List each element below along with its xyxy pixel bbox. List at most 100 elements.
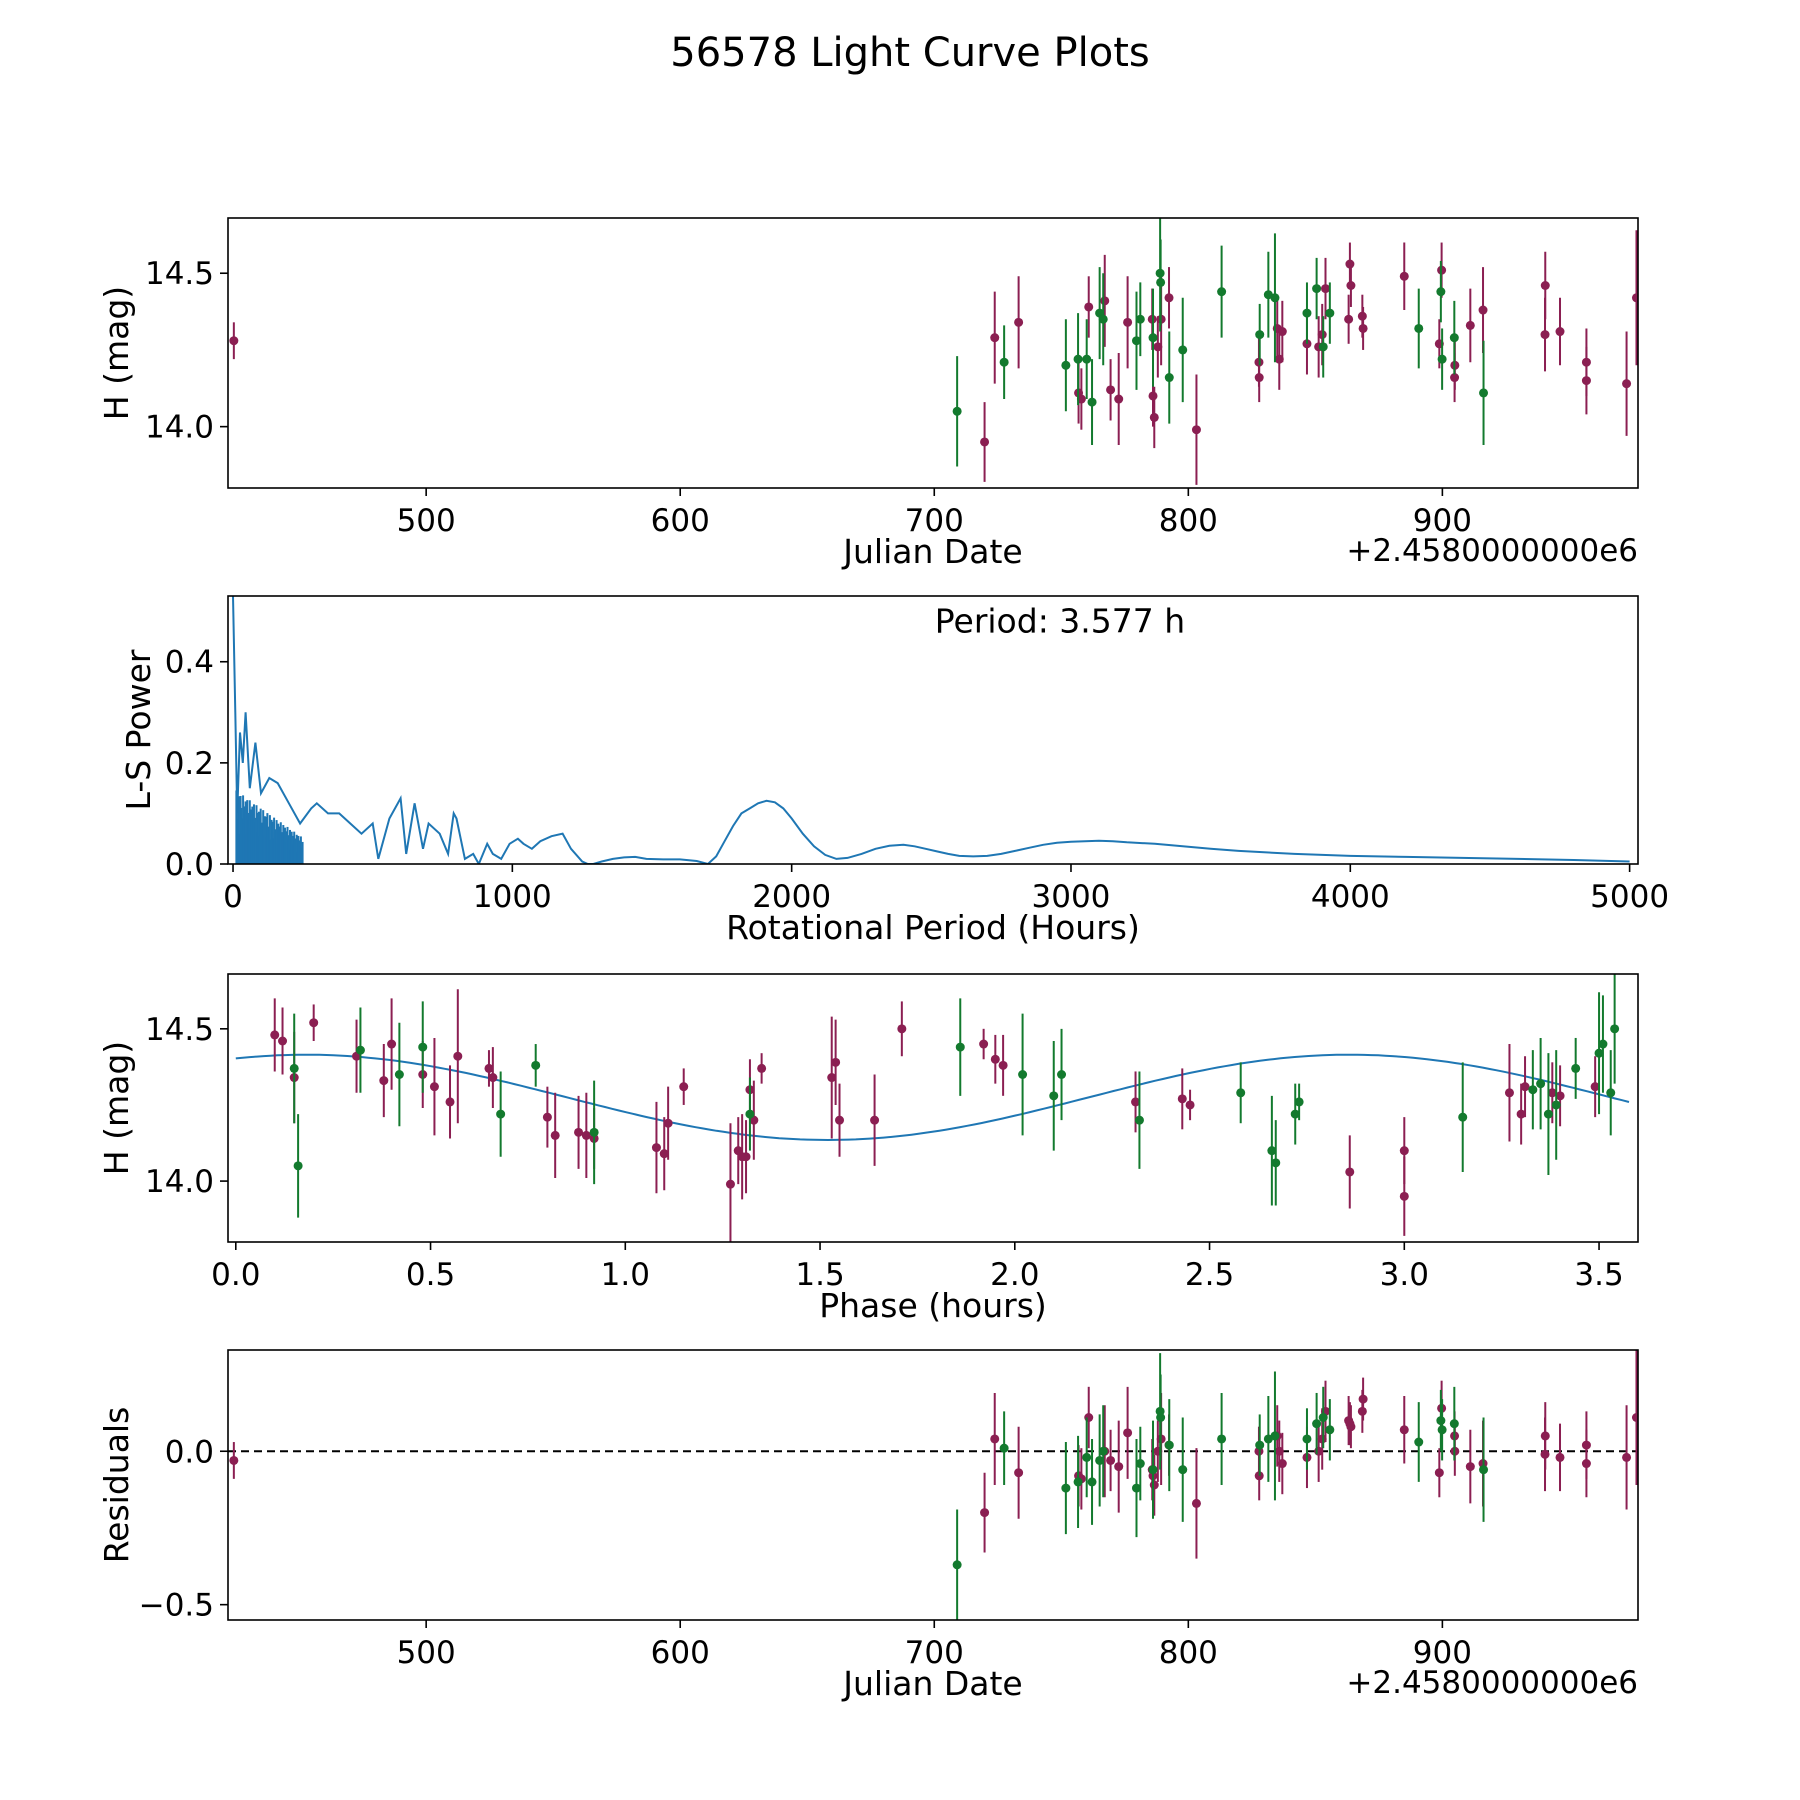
point-marker [394, 1070, 404, 1079]
point-marker [1156, 277, 1166, 287]
point-marker [1049, 1091, 1059, 1101]
data-point [1437, 1399, 1447, 1461]
periodogram-x-axis-label: Rotational Period (Hours) [726, 908, 1140, 947]
point-marker [870, 1115, 880, 1125]
data-point [429, 1037, 439, 1136]
point-marker [1131, 1097, 1141, 1107]
data-point [1087, 359, 1097, 446]
point-marker [1528, 1085, 1538, 1095]
point-marker [1302, 308, 1312, 318]
point-marker [1267, 1146, 1277, 1156]
data-point [229, 322, 239, 360]
data-point [1465, 1429, 1475, 1504]
point-marker [725, 1179, 735, 1189]
data-point [1236, 1062, 1246, 1124]
data-point [659, 1117, 669, 1191]
point-marker [1191, 425, 1201, 435]
point-marker [1344, 314, 1354, 324]
point-marker [309, 1018, 319, 1028]
data-point [1018, 1013, 1028, 1136]
data-point [998, 1034, 1008, 1096]
point-marker [1149, 412, 1159, 422]
data-point [484, 1050, 494, 1087]
point-marker [1449, 1419, 1459, 1429]
data-point [1255, 303, 1265, 366]
point-marker [1606, 1088, 1616, 1098]
data-point [1277, 1432, 1287, 1495]
point-marker [1325, 1425, 1335, 1435]
lightcurve-x-offset-label: +2.4580000000e6 [1346, 533, 1638, 569]
lightcurve-ticks: 500 600 700 800 900 14.0 14.5 [145, 256, 1472, 539]
point-marker [1547, 1088, 1557, 1098]
data-point [1312, 257, 1322, 320]
data-point [1318, 316, 1328, 378]
point-marker [990, 333, 1000, 343]
point-marker [1318, 1413, 1328, 1422]
data-point [1346, 1405, 1356, 1449]
point-marker [745, 1109, 755, 1119]
point-marker [589, 1127, 599, 1137]
data-point [1290, 1083, 1300, 1145]
point-marker [1399, 271, 1409, 281]
data-point [1073, 313, 1083, 406]
x-tick-label: 3000 [1032, 879, 1111, 915]
data-point [1631, 1350, 1638, 1485]
data-point [1551, 1050, 1561, 1160]
point-marker [1345, 1167, 1355, 1177]
data-point [1434, 1448, 1444, 1498]
point-marker [1610, 1024, 1620, 1034]
y-tick-label: 14.0 [145, 410, 214, 446]
data-point [1191, 374, 1201, 485]
residuals-panel: 500 600 700 800 900 −0.5 0.0 Julian Date Resid… [97, 1349, 1639, 1703]
point-marker [663, 1118, 673, 1128]
point-marker [1254, 373, 1264, 383]
data-point [1131, 291, 1141, 390]
phased-y-axis-label: H (mag) [97, 1041, 136, 1175]
phased-x-axis-label: Phase (hours) [819, 1286, 1047, 1325]
data-point [1164, 1399, 1174, 1492]
data-point [379, 1044, 389, 1118]
point-marker [1436, 287, 1446, 297]
point-marker [1156, 1413, 1166, 1422]
x-tick-label: 2.0 [990, 1257, 1039, 1293]
data-point [1478, 267, 1488, 353]
point-marker [1312, 1419, 1322, 1429]
lightcurve-axes-frame [227, 217, 1639, 489]
point-marker [1290, 1109, 1300, 1119]
data-point [955, 998, 965, 1096]
data-point [1504, 1044, 1514, 1142]
y-tick-label: 14.5 [145, 256, 214, 292]
data-point [1084, 276, 1094, 338]
data-point [1073, 1435, 1083, 1528]
point-marker [1555, 327, 1565, 337]
data-point [831, 1019, 841, 1105]
x-tick-label: 600 [651, 503, 710, 539]
data-point [1555, 1065, 1565, 1127]
point-marker [1399, 1191, 1409, 1201]
data-point [289, 1013, 299, 1124]
point-marker [1504, 1088, 1514, 1098]
data-point [1581, 1411, 1591, 1479]
phased-axes-frame [227, 973, 1639, 1243]
data-point [1270, 1371, 1280, 1501]
point-marker [1317, 330, 1327, 340]
point-marker [1631, 293, 1638, 303]
data-point [278, 1007, 288, 1075]
data-point [1217, 245, 1227, 338]
point-marker [980, 1508, 990, 1518]
point-marker [1177, 1094, 1187, 1104]
data-point [1271, 1120, 1281, 1206]
point-marker [897, 1024, 907, 1034]
x-tick-label: 700 [905, 1635, 964, 1671]
point-marker [651, 1143, 661, 1153]
point-marker [1057, 1070, 1067, 1079]
point-marker [1191, 1498, 1201, 1508]
data-point [1014, 276, 1024, 369]
point-marker [990, 1054, 1000, 1064]
data-point [999, 1411, 1009, 1485]
point-marker [1114, 394, 1124, 404]
point-marker [1148, 333, 1158, 343]
data-point [1087, 1438, 1097, 1525]
data-point [589, 1080, 599, 1185]
y-tick-label: 0.4 [165, 645, 214, 681]
